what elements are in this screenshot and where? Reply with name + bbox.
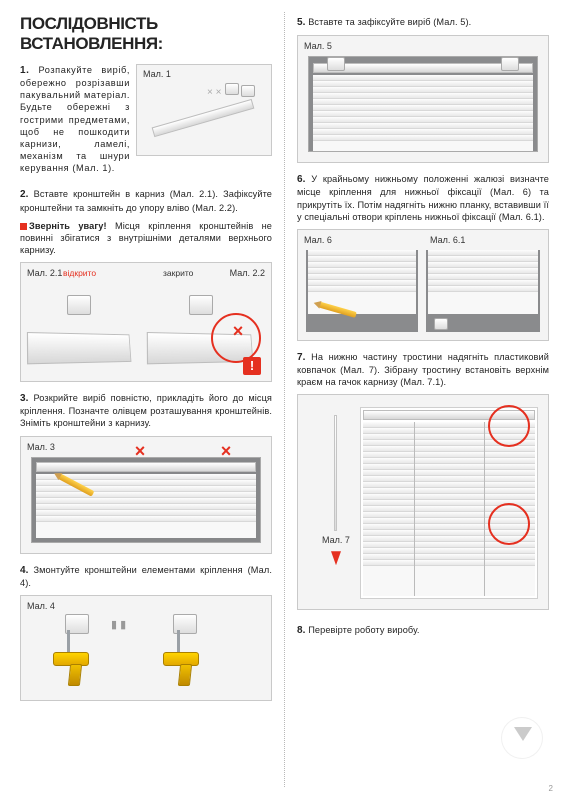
figure-3: Мал. 3 × × (20, 436, 272, 554)
fig4-drill-2 (153, 648, 203, 688)
figure-6: Мал. 6 Мал. 6.1 (297, 229, 549, 341)
fig2-bracket-closed (189, 295, 213, 315)
fig2-x-icon: × (229, 323, 247, 341)
right-column: 5. Вставте та зафіксуйте виріб (Мал. 5).… (287, 12, 549, 787)
fig7-cord-2 (484, 422, 485, 596)
fig1-part-a (225, 83, 239, 95)
figure-21-label: Мал. 2.1 (27, 268, 62, 278)
step-2-warning: Зверніть увагу! Місця кріплення кронштей… (20, 220, 272, 256)
step-4-text: 4. Змонтуйте кронштейни елементами кріпл… (20, 564, 272, 589)
fig61-blinds-r (428, 250, 538, 314)
figure-4-label: Мал. 4 (27, 601, 55, 611)
fig6-window-r (426, 250, 540, 332)
fig5-bracket-l (327, 57, 345, 71)
fig2-bracket-open (67, 295, 91, 315)
fig2-rail-left (27, 332, 132, 364)
figure-1: Мал. 1 × × (136, 64, 272, 156)
figure-5: Мал. 5 (297, 35, 549, 163)
step-6-text: 6. У крайньому нижньому положенні жалюзі… (297, 173, 549, 223)
step-1-body: Розпакуйте виріб, обережно розрізавши па… (20, 65, 130, 173)
column-divider (284, 12, 285, 787)
fig3-x1-icon: × (131, 443, 149, 461)
figure-5-label: Мал. 5 (304, 41, 332, 51)
step-3-body: Розкрийте виріб повністю, прикладіть йог… (20, 393, 272, 428)
fig1-screws: × × (207, 87, 221, 98)
step-7-body: На нижню частину тростини надягніть плас… (297, 352, 549, 387)
figure-7: Мал. 7 Мал. 7.1 (297, 394, 549, 610)
left-column: ПОСЛІДОВНІСТЬ ВСТАНОВЛЕННЯ: Мал. 1 × × 1… (20, 12, 282, 787)
step-5-text: 5. Вставте та зафіксуйте виріб (Мал. 5). (297, 16, 549, 29)
step-5-num: 5. (297, 17, 306, 28)
fig5-window (308, 56, 538, 152)
figure-22-label: Мал. 2.2 (230, 268, 265, 278)
fig2-warn-badge: ! (243, 357, 261, 375)
figure-61-label: Мал. 6.1 (430, 235, 465, 245)
fig5-rail (313, 63, 533, 73)
figure-6-label: Мал. 6 (304, 235, 332, 245)
step-6-body: У крайньому нижньому положенні жалюзі ви… (297, 174, 549, 221)
figure-1-label: Мал. 1 (143, 69, 171, 79)
step-2-body: Вставте кронштейн в карниз (Мал. 2.1). З… (20, 189, 272, 212)
step-1-block: Мал. 1 × × 1. Розпакуйте виріб, обережно… (20, 64, 272, 180)
fig4-drill-1 (43, 648, 93, 688)
fig71-circle-top (488, 405, 530, 447)
fig7-wand (334, 415, 337, 531)
step-4-num: 4. (20, 565, 29, 576)
fig4-dowels: ▮ ▮ (111, 618, 126, 631)
fig5-bracket-r (501, 57, 519, 71)
step-4-body: Змонтуйте кронштейни елементами кріпленн… (20, 565, 272, 588)
open-label: відкрито (63, 268, 96, 278)
figure-2: Мал. 2.1 відкрито закрито Мал. 2.2 × ! (20, 262, 272, 382)
figure-3-label: Мал. 3 (27, 442, 55, 452)
page-title: ПОСЛІДОВНІСТЬ ВСТАНОВЛЕННЯ: (20, 14, 272, 54)
fig7-cap (331, 551, 341, 565)
fig1-rail (152, 99, 255, 137)
figure-4: Мал. 4 ▮ ▮ (20, 595, 272, 701)
fig7-cord-1 (414, 422, 415, 596)
step-2-num: 2. (20, 189, 29, 200)
step-2-text: 2. Вставте кронштейн в карниз (Мал. 2.1)… (20, 188, 272, 213)
fig1-part-b (241, 85, 255, 97)
page-number: 2 (549, 784, 553, 793)
fig3-x2-icon: × (217, 443, 235, 461)
figure-7-label: Мал. 7 (322, 535, 350, 545)
fig61-clip (434, 318, 448, 330)
fig71-circle-bottom (488, 503, 530, 545)
step-6-num: 6. (297, 174, 306, 185)
step-8-text: 8. Перевірте роботу виробу. (297, 624, 549, 637)
closed-label: закрито (163, 268, 193, 278)
step-3-num: 3. (20, 393, 29, 404)
fig5-blinds (313, 75, 533, 151)
page-root: ПОСЛІДОВНІСТЬ ВСТАНОВЛЕННЯ: Мал. 1 × × 1… (0, 0, 565, 799)
step-7-num: 7. (297, 352, 306, 363)
fig3-rail (36, 462, 256, 472)
step-5-body: Вставте та зафіксуйте виріб (Мал. 5). (308, 17, 471, 27)
warning-label: Зверніть увагу! (29, 221, 107, 231)
fig3-window (31, 457, 261, 543)
step-1-num: 1. (20, 65, 30, 76)
fig6-window-l (306, 250, 418, 332)
step-8-num: 8. (297, 625, 306, 636)
watermark-icon (501, 717, 543, 759)
step-8-body: Перевірте роботу виробу. (308, 625, 419, 635)
warning-icon (20, 223, 27, 230)
step-7-text: 7. На нижню частину тростини надягніть п… (297, 351, 549, 388)
step-3-text: 3. Розкрийте виріб повністю, прикладіть … (20, 392, 272, 429)
